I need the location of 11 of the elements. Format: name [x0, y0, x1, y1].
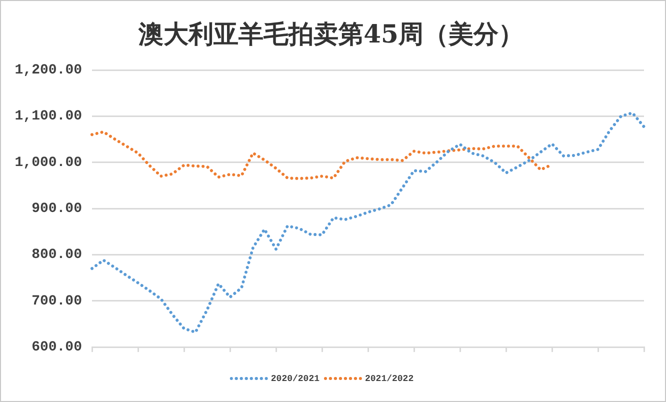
chart-title: 澳大利亚羊毛拍卖第45周（美分） [138, 20, 524, 48]
y-tick-label: 600.00 [32, 340, 82, 356]
y-tick-label: 700.00 [32, 293, 82, 310]
y-tick-label: 800.00 [32, 247, 82, 264]
legend-label: 2021/2022 [365, 374, 414, 384]
legend-label: 2020/2021 [270, 374, 320, 384]
y-tick-label: 1,000.00 [14, 154, 82, 171]
y-tick-label: 1,100.00 [14, 108, 82, 125]
line-series [90, 111, 646, 334]
y-tick-label: 1,200.00 [14, 62, 82, 79]
y-tick-label: 900.00 [32, 201, 82, 218]
